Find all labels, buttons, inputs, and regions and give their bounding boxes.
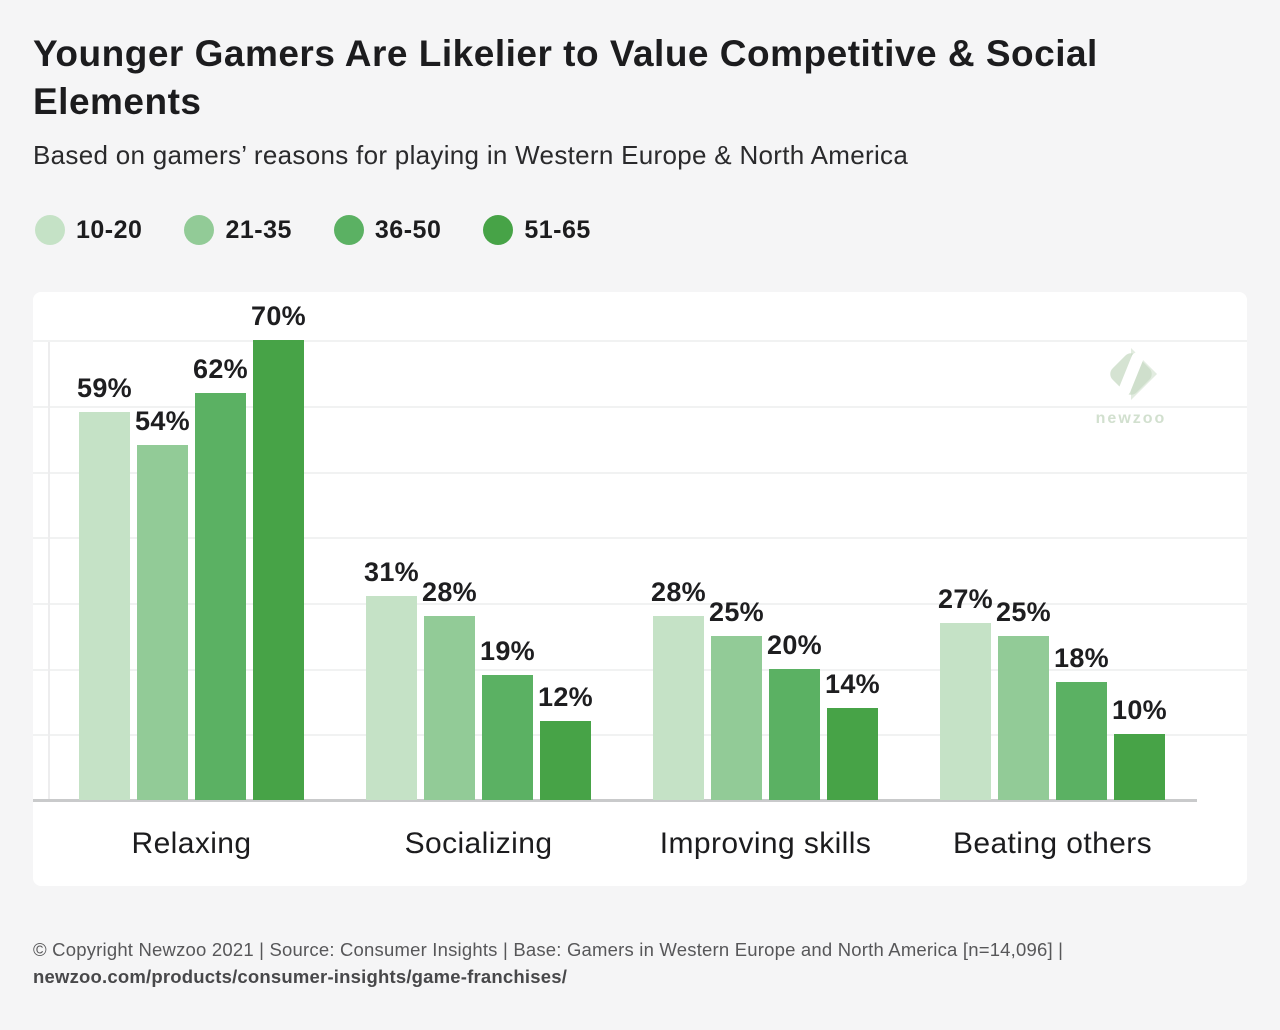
bar-36-50-Socializing	[482, 675, 533, 800]
gridline	[33, 668, 1247, 671]
category-label-text: Beating others	[952, 827, 1153, 860]
newzoo-wordmark: newzoo	[1095, 410, 1167, 427]
bar-value-label: 28%	[422, 577, 477, 607]
category-label-Socializing: Socializing	[366, 827, 591, 861]
bar-value-label: 31%	[364, 557, 419, 588]
bar-21-35-Beating others	[998, 635, 1049, 800]
category-label-text: Socializing	[404, 827, 553, 860]
footer-url: newzoo.com/products/consumer-insights/ga…	[33, 966, 568, 987]
gridline	[33, 602, 1247, 605]
bar-col: 54%	[135, 406, 190, 800]
bar-col: 14%	[825, 669, 880, 800]
legend-swatch	[333, 215, 364, 245]
bar-21-35-Socializing	[424, 616, 475, 800]
legend-item-51-65: 51-65	[483, 215, 590, 245]
bar-col: 10%	[1112, 695, 1167, 800]
bar-10-20-Relaxing	[79, 412, 130, 800]
legend-label: 10-20	[76, 215, 143, 244]
bar-10-20-Improving skills	[653, 616, 704, 800]
bar-10-20-Socializing	[366, 596, 417, 800]
bar-10-20-Beating others	[940, 622, 991, 800]
legend-item-21-35: 21-35	[184, 215, 291, 245]
y-axis-line	[48, 342, 50, 802]
legend-label: 51-65	[524, 215, 591, 244]
bar-value-label: 25%	[709, 596, 764, 627]
bar-21-35-Improving skills	[711, 635, 762, 800]
bar-51-65-Socializing	[540, 721, 591, 800]
bar-col: 28%	[651, 577, 706, 800]
bar-value-label: 25%	[996, 596, 1051, 627]
legend-swatch	[184, 215, 215, 245]
page: Younger Gamers Are Likelier to Value Com…	[33, 33, 1247, 990]
x-axis-baseline	[33, 799, 1197, 802]
bar-col: 27%	[938, 583, 993, 800]
bar-value-label: 27%	[938, 583, 993, 614]
bar-51-65-Relaxing	[253, 340, 304, 800]
bar-value-label: 19%	[480, 636, 535, 667]
category-label-text: Improving skills	[659, 827, 872, 860]
bar-value-label: 20%	[767, 629, 822, 660]
bar-col: 59%	[77, 373, 132, 800]
footer-source-line: © Copyright Newzoo 2021 | Source: Consum…	[33, 939, 1064, 960]
bar-group-Improving skills: 28% 25% 20% 14%	[651, 577, 880, 800]
category-label-Improving skills: Improving skills	[653, 827, 878, 861]
bar-51-65-Improving skills	[827, 708, 878, 800]
bar-value-label: 18%	[1054, 642, 1109, 673]
category-labels-row: Relaxing Socializing Improving skills Beati…	[79, 802, 1247, 886]
bar-value-label: 54%	[135, 406, 190, 437]
legend-label: 36-50	[374, 215, 442, 244]
bar-21-35-Relaxing	[137, 445, 188, 800]
bar-col: 19%	[480, 636, 535, 800]
legend-item-10-20: 10-20	[35, 215, 142, 245]
bar-group-Beating others: 27% 25% 18% 10%	[938, 583, 1167, 800]
bar-51-65-Beating others	[1114, 734, 1165, 800]
footer: © Copyright Newzoo 2021 | Source: Consum…	[33, 936, 1247, 990]
bar-col: 28%	[422, 577, 477, 800]
category-label-Relaxing: Relaxing	[79, 827, 304, 861]
plot-area: 59% 54% 62% 70% 31% 28% 19% 12% 28% 25% 20% 14% 27% 2…	[33, 292, 1247, 802]
bar-col: 31%	[364, 557, 419, 800]
gridline	[33, 340, 1247, 343]
page-title: Younger Gamers Are Likelier to Value Com…	[33, 33, 1098, 122]
bar-36-50-Relaxing	[195, 392, 246, 800]
bar-col: 20%	[767, 629, 822, 800]
legend-swatch	[35, 215, 65, 245]
page-subtitle: Based on gamers’ reasons for playing in …	[33, 140, 909, 170]
bar-col: 70%	[251, 301, 306, 800]
chart-card: newzoo 59% 54% 62% 70% 31% 28% 19% 12% 28% 25% 20%…	[33, 292, 1247, 886]
bar-value-label: 10%	[1112, 695, 1167, 726]
bar-group-Socializing: 31% 28% 19% 12%	[364, 557, 593, 800]
bar-value-label: 59%	[77, 373, 132, 404]
gridline	[33, 471, 1247, 474]
bar-value-label: 28%	[651, 577, 706, 607]
legend-label: 21-35	[225, 215, 292, 244]
bar-value-label: 70%	[251, 301, 306, 332]
legend-swatch	[483, 215, 514, 245]
bar-value-label: 62%	[193, 353, 248, 384]
gridline	[33, 405, 1247, 408]
gridline	[33, 734, 1247, 737]
gridline	[33, 537, 1247, 540]
chart-legend: 10-20 21-35 36-50 51-65	[35, 215, 1247, 245]
category-label-text: Relaxing	[131, 827, 252, 860]
newzoo-watermark: newzoo	[1093, 344, 1169, 428]
bar-col: 25%	[996, 596, 1051, 800]
bar-group-Relaxing: 59% 54% 62% 70%	[77, 301, 306, 800]
bars-row: 59% 54% 62% 70% 31% 28% 19% 12% 28% 25% 20% 14% 27% 2…	[77, 301, 1167, 800]
bar-value-label: 12%	[538, 682, 593, 713]
bar-col: 62%	[193, 353, 248, 800]
category-label-Beating others: Beating others	[940, 827, 1165, 861]
bar-col: 18%	[1054, 642, 1109, 800]
bar-value-label: 14%	[825, 669, 880, 699]
bar-36-50-Improving skills	[769, 668, 820, 800]
newzoo-logo-icon	[1110, 348, 1157, 400]
legend-item-36-50: 36-50	[333, 215, 442, 245]
bar-36-50-Beating others	[1056, 681, 1107, 800]
bar-col: 12%	[538, 682, 593, 800]
bar-col: 25%	[709, 596, 764, 800]
